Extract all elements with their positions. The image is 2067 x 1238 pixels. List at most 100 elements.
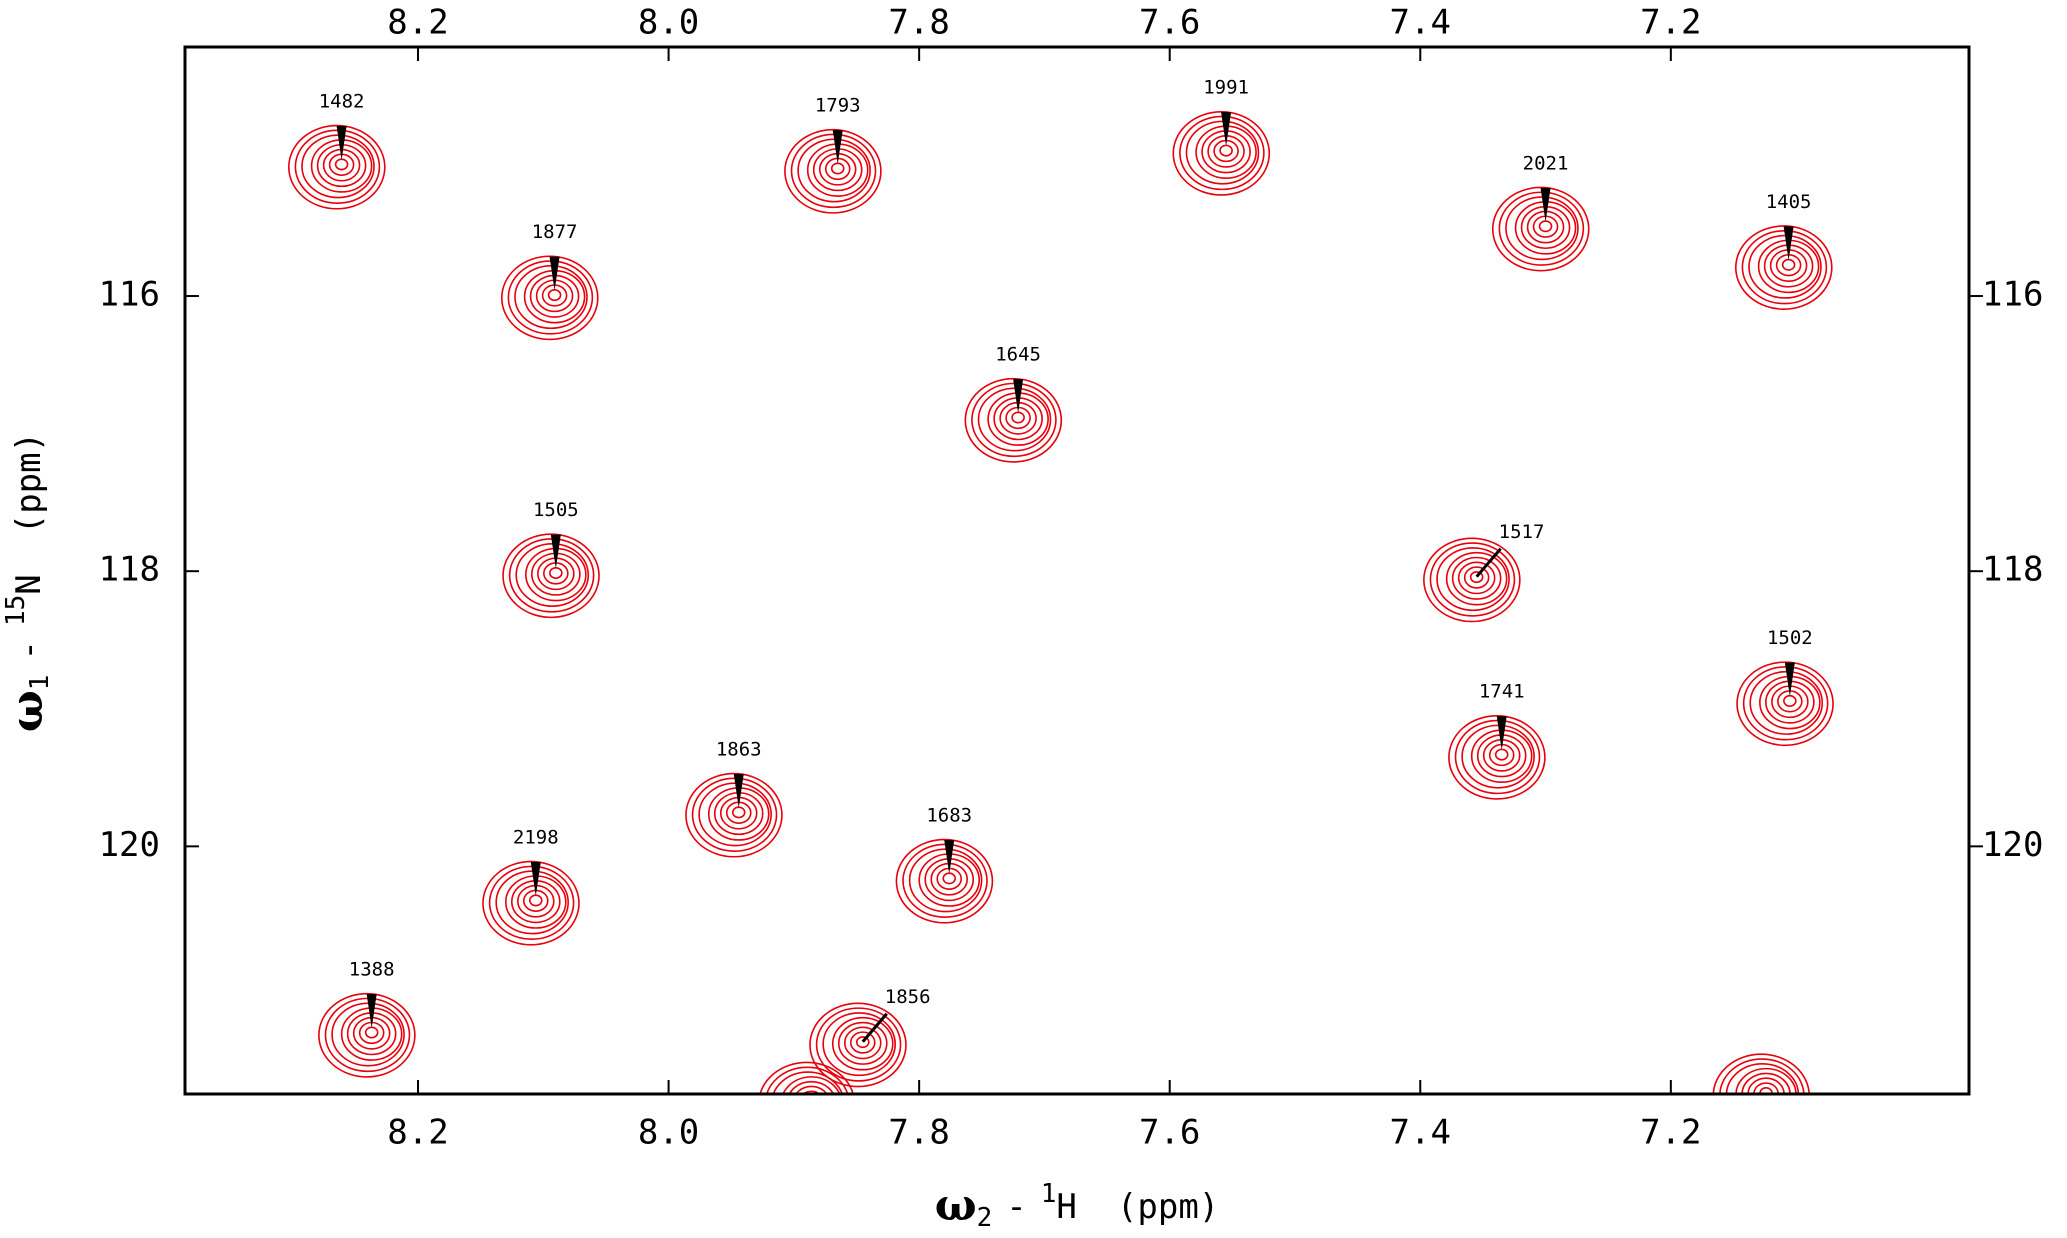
contour [765, 1066, 849, 1094]
contour [1494, 748, 1509, 761]
contour [1538, 220, 1553, 233]
contour [784, 128, 882, 214]
peak-pointer [1221, 112, 1232, 147]
contour [547, 289, 562, 302]
contour [1172, 110, 1271, 196]
x-tick-label: 7.8 [888, 1113, 949, 1153]
axis-separator: - [9, 640, 49, 660]
peak-pointer [550, 534, 561, 569]
peak-label: 1505 [533, 499, 579, 521]
contour [849, 1031, 876, 1054]
x-tick-label: 7.6 [1139, 3, 1200, 43]
contour [1011, 411, 1025, 424]
axis-unit: (ppm) [9, 432, 49, 534]
contour [1736, 661, 1834, 747]
peak-label: 1645 [995, 344, 1041, 366]
contour [964, 377, 1063, 463]
y-tick-label: 120 [1982, 825, 2043, 865]
contour [942, 872, 957, 885]
x-tick-label: 7.8 [888, 3, 949, 43]
peak [288, 124, 386, 210]
contour [1451, 556, 1502, 600]
x-tick-label: 8.0 [638, 1113, 699, 1153]
peak-label: 1877 [532, 221, 578, 243]
contour [364, 1026, 379, 1039]
frame [183, 45, 1971, 1096]
contour [1725, 1063, 1800, 1094]
peak-label: 1482 [319, 90, 365, 112]
axis-subscript: 2 [977, 1203, 993, 1233]
peak [500, 255, 599, 341]
contour [1719, 1058, 1805, 1094]
peak [482, 860, 580, 946]
contour [500, 255, 599, 341]
peak [502, 533, 600, 619]
peak-label: 2198 [513, 827, 559, 849]
contour [788, 1080, 835, 1094]
peak-label: 1793 [815, 95, 861, 117]
x-tick-label: 7.4 [1390, 1113, 1451, 1153]
peak [1423, 537, 1521, 623]
contour [334, 158, 349, 171]
contour [830, 162, 845, 175]
contour [482, 860, 580, 946]
peak-label: 1863 [716, 738, 762, 760]
peak-pointer [1540, 187, 1551, 222]
contour [1219, 144, 1233, 157]
y-tick-label: 116 [1982, 275, 2043, 315]
peak-pointer [530, 862, 541, 897]
contour [1712, 1053, 1810, 1094]
y-tick-label: 118 [1982, 550, 2043, 590]
peak [895, 838, 994, 924]
peak-pointer [944, 839, 955, 874]
contour [805, 1096, 817, 1106]
x-tick-label: 7.6 [1139, 1113, 1200, 1153]
axis-unit: (ppm) [1117, 1187, 1219, 1227]
peak [1736, 661, 1834, 747]
peak-pointer [733, 773, 744, 808]
axis-nucleus: N [9, 574, 49, 594]
contour [1423, 537, 1521, 623]
y-tick-label: 118 [99, 550, 160, 590]
contour [795, 1085, 828, 1094]
peak-pointer [832, 130, 843, 165]
axis-title: ω1 - 15N (ppm) [1, 432, 55, 732]
contour [1781, 258, 1796, 271]
peak-pointer [1783, 226, 1794, 261]
peak-pointer [1496, 716, 1507, 751]
peak-label: 1388 [349, 959, 395, 981]
peak [1734, 225, 1833, 310]
contour [895, 838, 994, 924]
y-tick-label: 120 [99, 825, 160, 865]
contour [288, 124, 386, 210]
peak-pointer [1784, 662, 1795, 697]
axis-subscript: 1 [25, 675, 55, 691]
peak-pointer [861, 1012, 888, 1043]
contour [549, 566, 563, 579]
peak [1172, 110, 1271, 196]
x-tick-label: 8.0 [638, 3, 699, 43]
peak [318, 992, 416, 1078]
contour [731, 806, 746, 819]
peak-label: 1405 [1766, 191, 1812, 213]
axis-separator: - [1006, 1187, 1026, 1227]
peak-label: 1856 [885, 986, 931, 1008]
peak [964, 377, 1063, 463]
peak [1712, 1053, 1810, 1094]
peak-label: 1991 [1203, 77, 1249, 99]
plot-area [288, 110, 1834, 1106]
contour [802, 1090, 821, 1094]
contour [782, 1076, 841, 1094]
peak-pointer [1475, 547, 1502, 578]
contour [1741, 1072, 1791, 1094]
peak-label: 1517 [1499, 521, 1545, 543]
contour [831, 1016, 894, 1071]
contour [1783, 694, 1797, 707]
contour [815, 1007, 902, 1082]
contour [837, 1021, 888, 1065]
contour [1457, 561, 1496, 595]
contour [822, 1012, 896, 1077]
contour [528, 894, 543, 907]
peak [759, 1061, 854, 1106]
